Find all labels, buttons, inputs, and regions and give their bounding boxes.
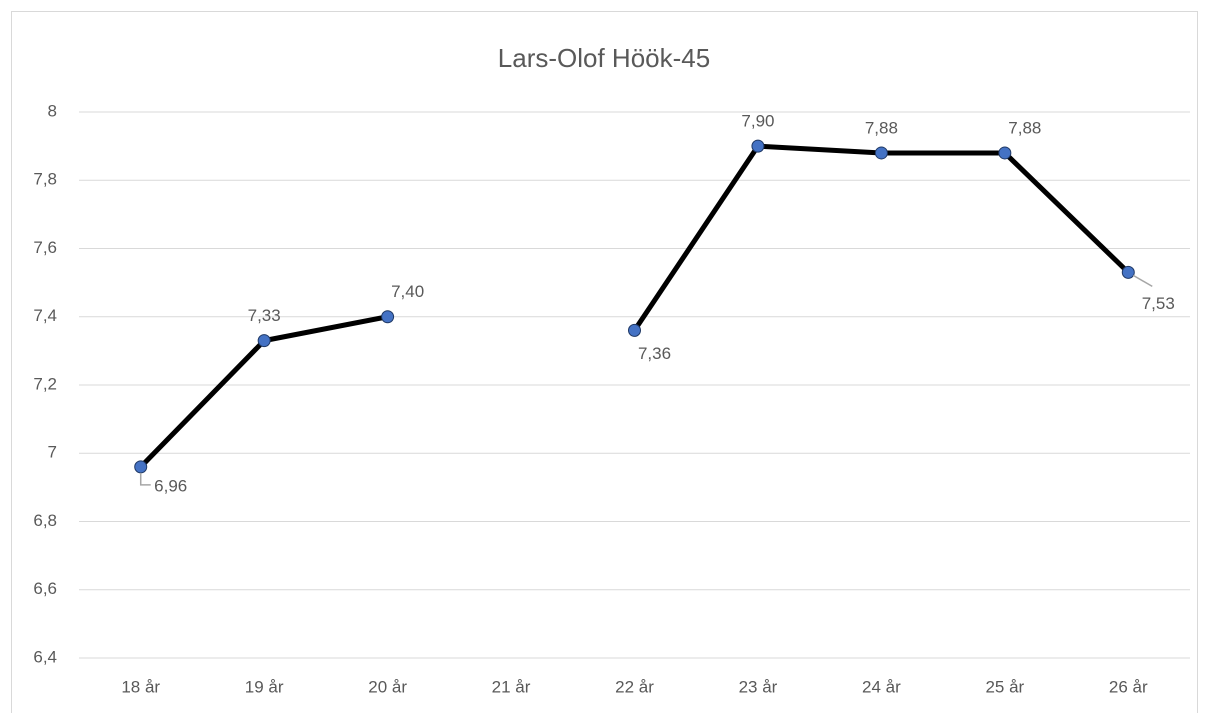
x-tick-label: 26 år xyxy=(1109,677,1148,696)
leader-line xyxy=(1132,274,1153,288)
marker xyxy=(1121,265,1135,279)
marker xyxy=(257,334,271,348)
y-tick-label: 7,6 xyxy=(33,238,57,257)
y-tick-label: 7,8 xyxy=(33,170,57,189)
x-tick-label: 22 år xyxy=(615,677,654,696)
data-label: 7,33 xyxy=(248,306,281,325)
data-label: 7,40 xyxy=(391,282,424,301)
data-label: 7,53 xyxy=(1142,294,1175,313)
y-tick-label: 6,6 xyxy=(33,579,57,598)
x-tick-label: 25 år xyxy=(985,677,1024,696)
marker xyxy=(751,139,765,153)
y-tick-label: 7 xyxy=(48,443,57,462)
y-tick-label: 7,4 xyxy=(33,306,57,325)
chart-title: Lars-Olof Höök-45 xyxy=(498,43,710,73)
y-tick-label: 8 xyxy=(48,101,57,120)
marker xyxy=(998,146,1012,160)
data-label: 7,88 xyxy=(1008,118,1041,137)
data-label: 6,96 xyxy=(154,476,187,495)
data-label: 7,88 xyxy=(865,118,898,137)
marker xyxy=(134,460,148,474)
x-tick-label: 18 år xyxy=(121,677,160,696)
marker xyxy=(874,146,888,160)
chart-frame xyxy=(11,11,1198,713)
leader-line xyxy=(139,472,151,486)
x-tick-label: 20 år xyxy=(368,677,407,696)
x-tick-label: 24 år xyxy=(862,677,901,696)
x-tick-label: 19 år xyxy=(245,677,284,696)
x-tick-label: 21 år xyxy=(492,677,531,696)
y-tick-label: 7,2 xyxy=(33,374,57,393)
marker xyxy=(381,310,395,324)
y-tick-label: 6,8 xyxy=(33,511,57,530)
y-tick-label: 6,4 xyxy=(33,647,57,666)
data-label: 7,36 xyxy=(638,344,671,363)
x-tick-label: 23 år xyxy=(739,677,778,696)
marker xyxy=(628,323,641,337)
data-label: 7,90 xyxy=(741,112,774,131)
